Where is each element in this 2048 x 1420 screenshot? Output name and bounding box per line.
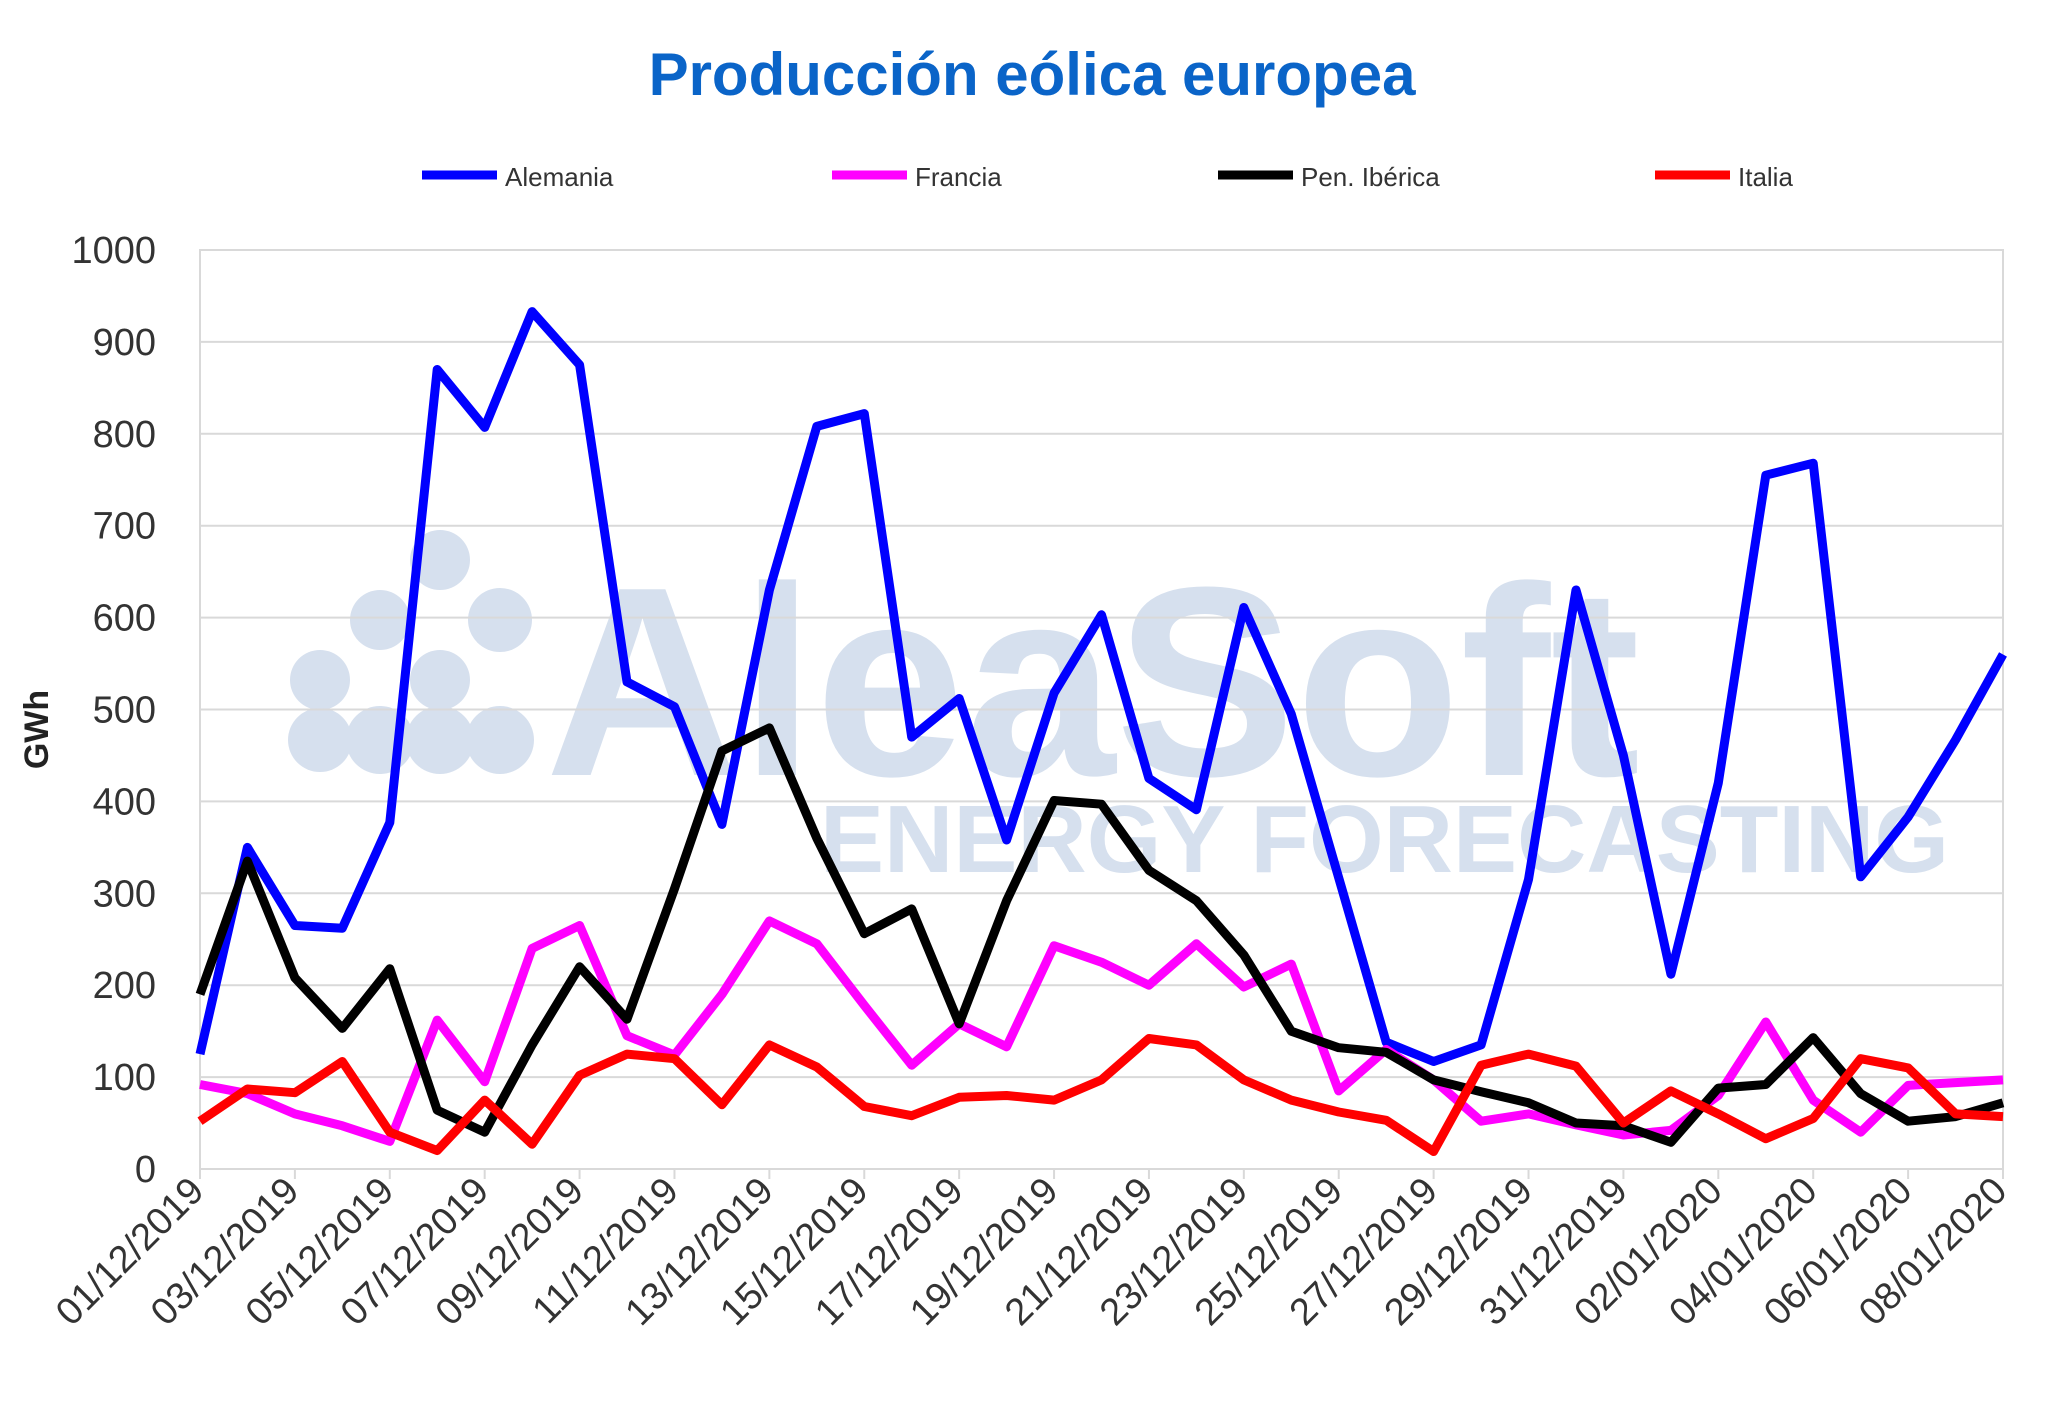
legend-label: Alemania [505, 162, 614, 192]
legend-item: Italia [1655, 162, 1793, 192]
y-tick-label: 600 [93, 598, 156, 640]
y-tick-label: 100 [93, 1057, 156, 1099]
legend-label: Pen. Ibérica [1301, 162, 1440, 192]
y-tick-label: 800 [93, 414, 156, 456]
legend: Alemania Francia Pen. Ibérica Italia [422, 162, 1793, 192]
series-line-alemania [195, 307, 2007, 1066]
y-tick-label: 900 [93, 322, 156, 364]
watermark-dot [350, 590, 410, 650]
series-lines [195, 307, 2007, 1156]
y-axis-ticks: 0 100 200 300 400 500 600 700 800 900 1000 [71, 230, 156, 1191]
chart-title: Producción eólica europea [649, 41, 1417, 108]
x-axis-ticks: 01/12/201903/12/201905/12/201907/12/2019… [48, 1169, 2015, 1334]
y-tick-label: 500 [93, 690, 156, 732]
y-tick-label: 1000 [71, 230, 156, 272]
watermark: AleaSoft ENERGY FORECASTING [288, 530, 1949, 893]
watermark-dot [290, 650, 350, 710]
watermark-dot [288, 708, 352, 772]
watermark-dot [466, 706, 534, 774]
y-axis-label: GWh [18, 690, 56, 769]
legend-label: Francia [915, 162, 1002, 192]
watermark-dot [410, 530, 470, 590]
y-tick-label: 200 [93, 965, 156, 1007]
legend-label: Italia [1738, 162, 1793, 192]
legend-item: Pen. Ibérica [1218, 162, 1440, 192]
watermark-dot [410, 650, 470, 710]
y-tick-label: 400 [93, 781, 156, 823]
series-line-francia [199, 916, 2004, 1146]
legend-item: Alemania [422, 162, 614, 192]
series-line-italia [197, 1034, 2004, 1156]
watermark-dot [468, 588, 532, 652]
y-tick-label: 0 [135, 1149, 156, 1191]
y-tick-label: 700 [93, 506, 156, 548]
watermark-dot [406, 706, 474, 774]
legend-item: Francia [832, 162, 1002, 192]
y-tick-label: 300 [93, 873, 156, 915]
